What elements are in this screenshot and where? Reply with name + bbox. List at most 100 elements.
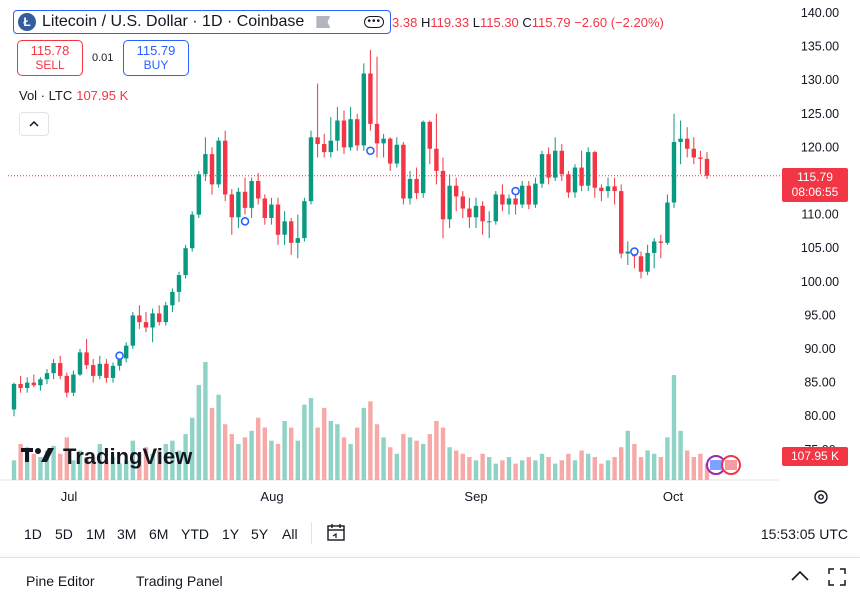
tab-trading-panel[interactable]: Trading Panel	[136, 573, 223, 589]
candle-body	[414, 178, 419, 194]
volume-bar	[592, 457, 597, 480]
volume-bar	[143, 447, 149, 480]
volume-bar	[58, 453, 63, 480]
volume-bar	[440, 427, 446, 480]
volume-bar	[348, 443, 353, 480]
volume-bar	[97, 443, 102, 480]
candle-body	[196, 174, 201, 215]
volume-bar	[84, 457, 89, 480]
more-icon[interactable]: •••	[364, 16, 384, 28]
volume-bar	[526, 457, 531, 480]
candle-body	[130, 315, 135, 346]
range-ytd[interactable]: YTD	[181, 526, 209, 542]
time-axis: Jul Aug Sep Oct	[61, 489, 684, 504]
candle-body	[605, 186, 611, 192]
candle-body	[84, 352, 89, 366]
range-1d[interactable]: 1D	[24, 526, 42, 542]
volume-bar	[328, 421, 333, 480]
candle-body	[704, 158, 710, 176]
flag-fill	[725, 460, 737, 470]
volume-bar	[619, 447, 624, 480]
range-5y[interactable]: 5Y	[251, 526, 269, 542]
candle-body	[110, 365, 116, 378]
candle-body	[685, 138, 690, 149]
candle-body	[388, 138, 393, 164]
event-marker	[511, 186, 520, 196]
price-tick-label: 105.00	[801, 241, 839, 255]
candle-body	[157, 313, 162, 323]
candle-body	[407, 178, 413, 199]
volume-bar	[394, 453, 399, 480]
sell-button[interactable]: 115.78 SELL	[17, 40, 83, 76]
candle-body	[374, 123, 380, 144]
candle-body	[163, 305, 168, 323]
utc-clock[interactable]: 15:53:05 UTC	[760, 526, 848, 542]
candle-body	[335, 120, 340, 141]
volume-bar	[368, 401, 373, 480]
candle-body	[176, 275, 182, 292]
buy-price: 115.79	[136, 43, 176, 58]
volume-bar	[124, 460, 129, 480]
range-3m[interactable]: 3M	[117, 526, 137, 542]
candle-body	[467, 208, 472, 218]
volume-bar	[11, 460, 17, 480]
candle-body	[586, 152, 591, 186]
candle-body	[64, 375, 69, 393]
tab-pine-editor[interactable]: Pine Editor	[26, 573, 95, 589]
range-6m[interactable]: 6M	[149, 526, 169, 542]
candles	[11, 49, 710, 417]
candle-body	[242, 191, 248, 208]
chevron-up-icon[interactable]	[790, 569, 810, 583]
price-tick-label: 85.00	[804, 376, 835, 390]
candle-body	[691, 148, 696, 158]
high-value: 119.33	[430, 15, 470, 30]
buy-button[interactable]: 115.79 BUY	[123, 40, 189, 76]
gear-icon[interactable]	[812, 488, 830, 506]
price-tick-label: 95.00	[804, 308, 835, 322]
flag-icon[interactable]	[316, 16, 331, 28]
litecoin-icon: Ł	[18, 13, 36, 31]
volume-bar	[130, 440, 135, 480]
range-all[interactable]: All	[282, 526, 298, 542]
volume-bar	[678, 430, 683, 480]
symbol-legend[interactable]: Ł Litecoin / U.S. Dollar · 1D · Coinbase…	[13, 10, 391, 34]
candle-body	[440, 170, 446, 220]
candle-body	[124, 345, 129, 359]
chevron-up-icon	[29, 121, 39, 127]
volume-bar	[539, 453, 545, 480]
range-5d[interactable]: 5D	[55, 526, 73, 542]
candle-body	[454, 185, 459, 197]
calendar-icon[interactable]	[325, 522, 347, 544]
volume-bar	[605, 460, 611, 480]
price-tick-label: 90.00	[804, 342, 835, 356]
price-tick-label: 140.00	[801, 6, 839, 20]
volume-bar	[335, 424, 340, 480]
volume-bar	[38, 457, 43, 480]
range-1m[interactable]: 1M	[86, 526, 106, 542]
price-chart[interactable]: 140.00135.00130.00125.00120.00115.00110.…	[0, 0, 860, 518]
candle-body	[18, 383, 23, 388]
maximize-icon[interactable]	[828, 568, 846, 586]
volume-bar	[665, 437, 670, 480]
flag-fill	[710, 460, 722, 470]
candle-body	[328, 140, 333, 153]
price-axis: 140.00135.00130.00125.00120.00115.00110.…	[801, 6, 839, 457]
volume-bar	[308, 398, 314, 480]
candle-body	[322, 144, 327, 153]
candle-body	[473, 205, 479, 218]
volume-bar	[645, 450, 650, 480]
volume-bar	[18, 443, 23, 480]
volume-legend[interactable]: Vol · LTC 107.95 K	[19, 88, 128, 103]
volume-bar	[203, 362, 208, 480]
price-tick-label: 80.00	[804, 409, 835, 423]
symbol-title[interactable]: Litecoin / U.S. Dollar · 1D · Coinbase	[42, 13, 305, 30]
volume-bar	[473, 460, 479, 480]
range-1y[interactable]: 1Y	[222, 526, 240, 542]
collapse-legend-button[interactable]	[19, 112, 49, 136]
volume-bar	[638, 457, 644, 480]
range-divider	[311, 522, 312, 544]
volume-bar	[652, 453, 657, 480]
candle-body	[671, 142, 677, 203]
candle-body	[645, 252, 650, 272]
volume-bar	[282, 421, 287, 480]
